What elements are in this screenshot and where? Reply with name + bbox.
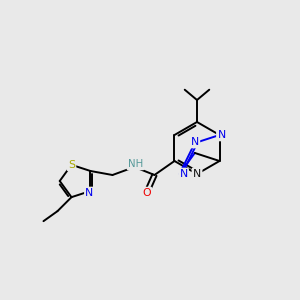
Text: N: N — [218, 130, 226, 140]
Text: N: N — [85, 188, 94, 198]
Text: O: O — [142, 188, 151, 198]
Text: N: N — [191, 137, 199, 147]
Text: N: N — [193, 169, 201, 179]
Text: NH: NH — [128, 159, 143, 169]
Text: S: S — [68, 160, 75, 170]
Text: N: N — [179, 169, 188, 179]
